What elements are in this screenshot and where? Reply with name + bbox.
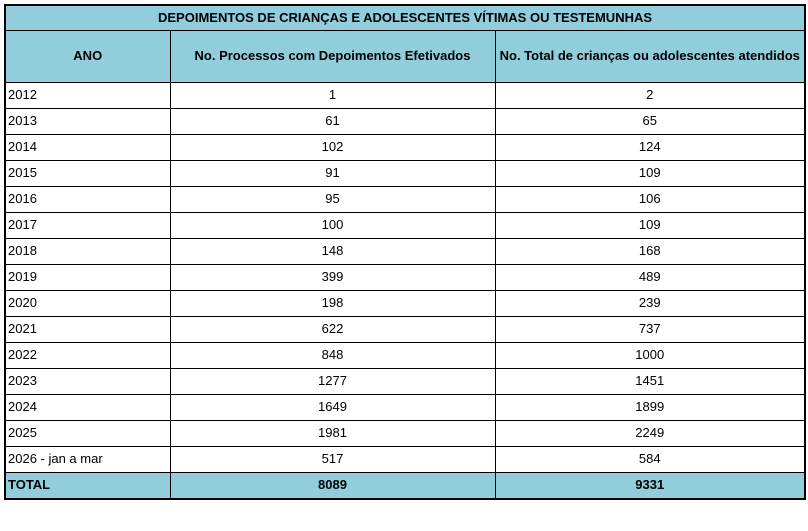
processos-cell: 100 [169, 211, 496, 239]
column-header-processos: No. Processos com Depoimentos Efetivados [169, 29, 496, 83]
processos-cell: 1 [169, 81, 496, 109]
year-cell: 2013 [4, 107, 171, 135]
year-cell: 2012 [4, 81, 171, 109]
atendidos-cell: 2 [494, 81, 806, 109]
table-row: 2013 61 65 [4, 107, 806, 135]
processos-cell: 102 [169, 133, 496, 161]
atendidos-cell: 737 [494, 315, 806, 343]
table-row: 2024 1649 1899 [4, 393, 806, 421]
processos-cell: 95 [169, 185, 496, 213]
year-cell: 2015 [4, 159, 171, 187]
column-header-atendidos: No. Total de crianças ou adolescentes at… [494, 29, 806, 83]
processos-cell: 1277 [169, 367, 496, 395]
year-cell: 2014 [4, 133, 171, 161]
table-body: 2012 1 2 2013 61 65 2014 102 124 2015 91 109 2016 95 1… [4, 81, 806, 473]
table-row: 2018 148 168 [4, 237, 806, 265]
year-cell: 2025 [4, 419, 171, 447]
processos-cell: 198 [169, 289, 496, 317]
atendidos-cell: 124 [494, 133, 806, 161]
atendidos-cell: 239 [494, 289, 806, 317]
year-cell: 2022 [4, 341, 171, 369]
table-header-row: ANO No. Processos com Depoimentos Efetiv… [4, 29, 806, 83]
atendidos-cell: 2249 [494, 419, 806, 447]
year-cell: 2017 [4, 211, 171, 239]
year-cell: 2019 [4, 263, 171, 291]
table-row: 2016 95 106 [4, 185, 806, 213]
year-cell: 2021 [4, 315, 171, 343]
atendidos-cell: 1451 [494, 367, 806, 395]
table-row: 2019 399 489 [4, 263, 806, 291]
atendidos-cell: 489 [494, 263, 806, 291]
year-cell: 2023 [4, 367, 171, 395]
processos-cell: 148 [169, 237, 496, 265]
total-processos: 8089 [169, 471, 496, 500]
table-row: 2014 102 124 [4, 133, 806, 161]
processos-cell: 848 [169, 341, 496, 369]
processos-cell: 91 [169, 159, 496, 187]
table-row: 2017 100 109 [4, 211, 806, 239]
table-row: 2020 198 239 [4, 289, 806, 317]
table-row: 2012 1 2 [4, 81, 806, 109]
processos-cell: 517 [169, 445, 496, 473]
year-cell: 2024 [4, 393, 171, 421]
table-row: 2021 622 737 [4, 315, 806, 343]
table-row: 2026 - jan a mar 517 584 [4, 445, 806, 473]
total-row: TOTAL 8089 9331 [4, 471, 806, 500]
table-title: DEPOIMENTOS DE CRIANÇAS E ADOLESCENTES V… [4, 4, 806, 31]
year-cell: 2018 [4, 237, 171, 265]
atendidos-cell: 1899 [494, 393, 806, 421]
year-cell: 2020 [4, 289, 171, 317]
column-header-ano: ANO [4, 29, 171, 83]
processos-cell: 399 [169, 263, 496, 291]
atendidos-cell: 106 [494, 185, 806, 213]
total-atendidos: 9331 [494, 471, 806, 500]
atendidos-cell: 584 [494, 445, 806, 473]
atendidos-cell: 109 [494, 211, 806, 239]
atendidos-cell: 168 [494, 237, 806, 265]
processos-cell: 61 [169, 107, 496, 135]
depoimentos-table: DEPOIMENTOS DE CRIANÇAS E ADOLESCENTES V… [4, 4, 807, 500]
year-cell: 2026 - jan a mar [4, 445, 171, 473]
table-row: 2015 91 109 [4, 159, 806, 187]
total-label: TOTAL [4, 471, 171, 500]
table-row: 2022 848 1000 [4, 341, 806, 369]
year-cell: 2016 [4, 185, 171, 213]
table-row: 2023 1277 1451 [4, 367, 806, 395]
atendidos-cell: 1000 [494, 341, 806, 369]
table-row: 2025 1981 2249 [4, 419, 806, 447]
table-title-row: DEPOIMENTOS DE CRIANÇAS E ADOLESCENTES V… [4, 4, 806, 31]
atendidos-cell: 65 [494, 107, 806, 135]
processos-cell: 1649 [169, 393, 496, 421]
atendidos-cell: 109 [494, 159, 806, 187]
processos-cell: 622 [169, 315, 496, 343]
processos-cell: 1981 [169, 419, 496, 447]
